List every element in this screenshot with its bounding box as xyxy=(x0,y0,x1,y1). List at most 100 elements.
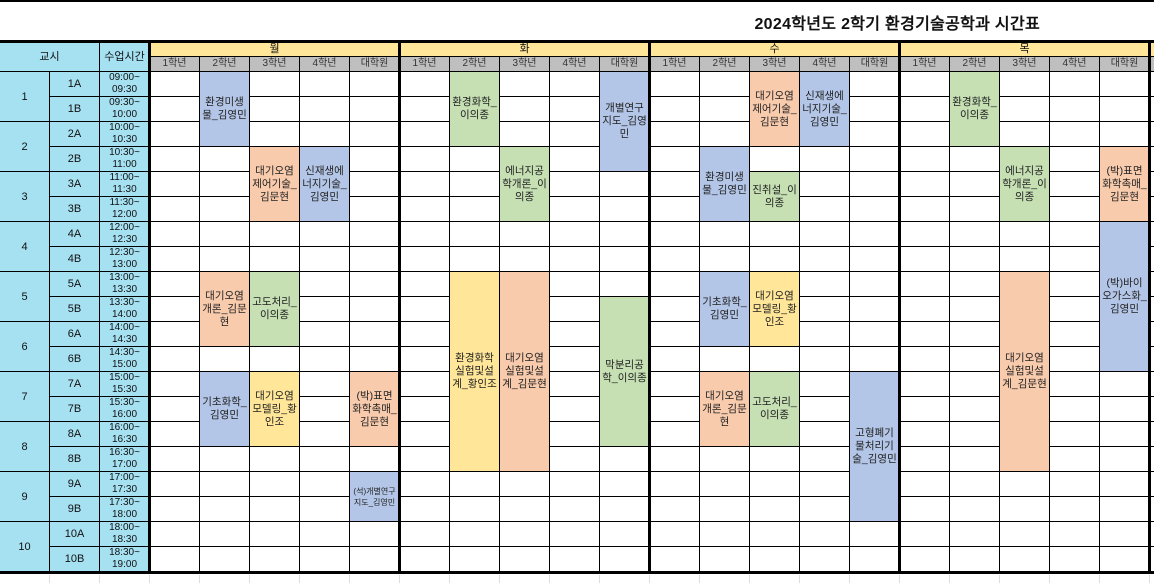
empty-cell[interactable] xyxy=(400,172,450,197)
empty-cell[interactable] xyxy=(300,547,350,572)
empty-cell[interactable] xyxy=(1050,197,1100,222)
empty-cell[interactable] xyxy=(300,472,350,497)
empty-cell[interactable] xyxy=(950,197,1000,222)
empty-cell[interactable] xyxy=(300,522,350,547)
empty-cell[interactable] xyxy=(950,297,1000,322)
empty-cell[interactable] xyxy=(650,422,700,447)
empty-cell[interactable] xyxy=(850,172,900,197)
empty-cell[interactable] xyxy=(850,247,900,272)
empty-cell[interactable] xyxy=(850,147,900,172)
empty-cell[interactable] xyxy=(500,472,550,497)
empty-cell[interactable] xyxy=(900,422,950,447)
empty-cell[interactable] xyxy=(150,322,200,347)
empty-cell[interactable] xyxy=(500,72,550,97)
empty-cell[interactable] xyxy=(550,197,600,222)
empty-cell[interactable] xyxy=(150,197,200,222)
empty-cell[interactable] xyxy=(550,322,600,347)
empty-cell[interactable] xyxy=(1050,372,1100,397)
empty-cell[interactable] xyxy=(550,122,600,147)
empty-cell[interactable] xyxy=(200,522,250,547)
class-block[interactable]: 에너지공학개론_이의종 xyxy=(999,146,1050,222)
empty-cell[interactable] xyxy=(600,247,650,272)
empty-cell[interactable] xyxy=(1000,547,1050,572)
empty-cell[interactable] xyxy=(550,247,600,272)
empty-cell[interactable] xyxy=(850,97,900,122)
empty-cell[interactable] xyxy=(1050,497,1100,522)
class-block[interactable]: (박)바이오가스화_김영민 xyxy=(1099,221,1150,372)
empty-cell[interactable] xyxy=(900,522,950,547)
empty-cell[interactable] xyxy=(550,547,600,572)
empty-cell[interactable] xyxy=(950,322,1000,347)
empty-cell[interactable] xyxy=(150,347,200,372)
empty-cell[interactable] xyxy=(350,147,400,172)
empty-cell[interactable] xyxy=(850,72,900,97)
empty-cell[interactable] xyxy=(700,447,750,472)
empty-cell[interactable] xyxy=(1100,547,1150,572)
empty-cell[interactable] xyxy=(600,472,650,497)
empty-cell[interactable] xyxy=(1050,297,1100,322)
empty-cell[interactable] xyxy=(150,497,200,522)
empty-cell[interactable] xyxy=(550,347,600,372)
empty-cell[interactable] xyxy=(400,197,450,222)
empty-cell[interactable] xyxy=(200,497,250,522)
empty-cell[interactable] xyxy=(800,322,850,347)
class-block[interactable]: (박)표면화학촉매_김문현 xyxy=(349,371,400,447)
empty-cell[interactable] xyxy=(300,372,350,397)
empty-cell[interactable] xyxy=(1050,422,1100,447)
empty-cell[interactable] xyxy=(650,347,700,372)
empty-cell[interactable] xyxy=(350,447,400,472)
empty-cell[interactable] xyxy=(1100,372,1150,397)
empty-cell[interactable] xyxy=(750,522,800,547)
empty-cell[interactable] xyxy=(150,397,200,422)
empty-cell[interactable] xyxy=(1100,497,1150,522)
class-block[interactable]: 대기오염실험및설계_김문현 xyxy=(999,271,1050,472)
empty-cell[interactable] xyxy=(650,247,700,272)
empty-cell[interactable] xyxy=(650,122,700,147)
empty-cell[interactable] xyxy=(1100,397,1150,422)
empty-cell[interactable] xyxy=(400,322,450,347)
empty-cell[interactable] xyxy=(400,72,450,97)
empty-cell[interactable] xyxy=(1050,447,1100,472)
class-block[interactable]: 대기오염개론_김문현 xyxy=(199,271,250,347)
empty-cell[interactable] xyxy=(400,222,450,247)
empty-cell[interactable] xyxy=(600,547,650,572)
empty-cell[interactable] xyxy=(850,322,900,347)
empty-cell[interactable] xyxy=(650,197,700,222)
empty-cell[interactable] xyxy=(350,172,400,197)
empty-cell[interactable] xyxy=(900,347,950,372)
empty-cell[interactable] xyxy=(1000,247,1050,272)
empty-cell[interactable] xyxy=(800,372,850,397)
empty-cell[interactable] xyxy=(650,147,700,172)
empty-cell[interactable] xyxy=(850,297,900,322)
empty-cell[interactable] xyxy=(900,97,950,122)
empty-cell[interactable] xyxy=(1050,247,1100,272)
empty-cell[interactable] xyxy=(550,372,600,397)
empty-cell[interactable] xyxy=(250,222,300,247)
empty-cell[interactable] xyxy=(950,147,1000,172)
empty-cell[interactable] xyxy=(350,297,400,322)
empty-cell[interactable] xyxy=(900,547,950,572)
class-block[interactable]: 기초화학_김영민 xyxy=(699,271,750,347)
empty-cell[interactable] xyxy=(1100,97,1150,122)
empty-cell[interactable] xyxy=(900,297,950,322)
empty-cell[interactable] xyxy=(550,222,600,247)
class-block[interactable]: 기초화학_김영민 xyxy=(199,371,250,447)
class-block[interactable]: 진취설_이의종 xyxy=(749,171,800,222)
empty-cell[interactable] xyxy=(350,547,400,572)
empty-cell[interactable] xyxy=(850,347,900,372)
empty-cell[interactable] xyxy=(350,97,400,122)
empty-cell[interactable] xyxy=(800,522,850,547)
empty-cell[interactable] xyxy=(200,222,250,247)
empty-cell[interactable] xyxy=(250,472,300,497)
class-block[interactable]: 환경화학_이의종 xyxy=(949,71,1000,147)
empty-cell[interactable] xyxy=(350,347,400,372)
class-block[interactable]: 대기오염제어기술_김문현 xyxy=(249,146,300,222)
empty-cell[interactable] xyxy=(950,222,1000,247)
empty-cell[interactable] xyxy=(250,247,300,272)
empty-cell[interactable] xyxy=(700,472,750,497)
empty-cell[interactable] xyxy=(350,197,400,222)
empty-cell[interactable] xyxy=(650,272,700,297)
empty-cell[interactable] xyxy=(450,472,500,497)
empty-cell[interactable] xyxy=(250,97,300,122)
empty-cell[interactable] xyxy=(350,322,400,347)
